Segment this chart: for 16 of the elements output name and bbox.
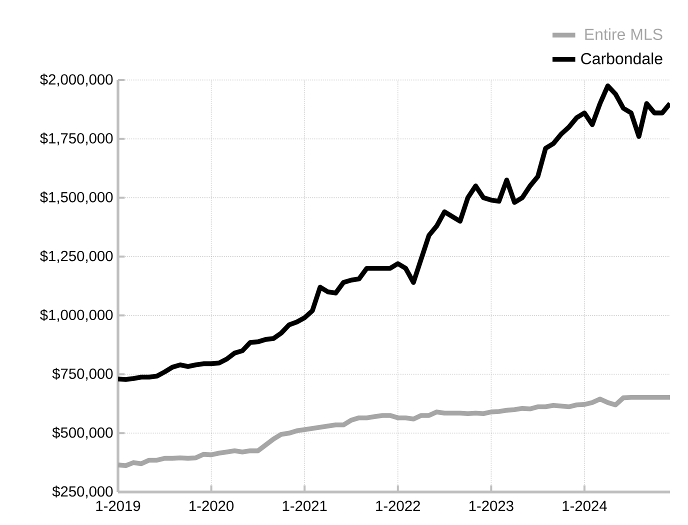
x-tick-label: 1-2020	[190, 500, 234, 512]
y-tick-label: $1,000,000	[40, 309, 113, 322]
y-tick-label: $250,000	[52, 486, 113, 498]
legend-label: Carbondale	[581, 52, 662, 64]
x-tick-label: 1-2024	[562, 500, 607, 512]
legend-label: Entire MLS	[585, 28, 662, 40]
y-tick-label: $1,500,000	[40, 191, 113, 204]
x-tick-label: 1-2021	[282, 500, 327, 512]
y-tick-label: $750,000	[52, 368, 113, 381]
y-tick-label: $1,250,000	[40, 250, 113, 263]
y-tick-label: $2,000,000	[40, 74, 113, 86]
x-tick-label: 1-2023	[469, 500, 514, 512]
y-tick-label: $1,750,000	[40, 132, 113, 146]
x-tick-label: 1-2019	[96, 500, 140, 512]
y-tick-label: $500,000	[52, 426, 113, 440]
x-tick-label: 1-2022	[376, 500, 420, 512]
